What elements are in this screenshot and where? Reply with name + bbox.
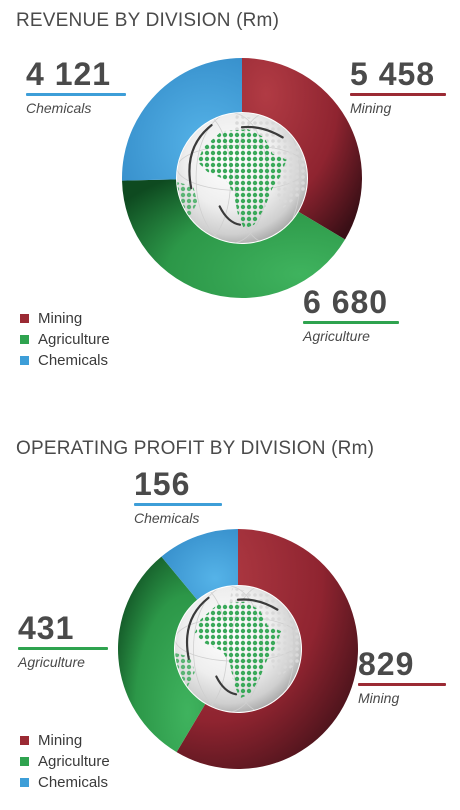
revenue-legend-agriculture: Agriculture <box>20 329 110 350</box>
profit-chart-title: OPERATING PROFIT BY DIVISION (Rm) <box>16 438 375 459</box>
revenue-legend: Mining Agriculture Chemicals <box>20 308 110 371</box>
revenue-label-chemicals: Chemicals <box>26 100 92 116</box>
legend-label-agriculture: Agriculture <box>38 331 110 348</box>
donut-slice-agriculture <box>117 556 206 753</box>
revenue-value-mining: 5 458 <box>350 56 436 92</box>
legend-label-agriculture: Agriculture <box>38 753 110 770</box>
donut-slice-agriculture <box>122 179 346 299</box>
arrow-left-icon <box>185 596 210 660</box>
profit-legend-chemicals: Chemicals <box>20 772 110 793</box>
revenue-callout-mining: 5 458 Mining <box>350 56 446 116</box>
profit-underline-agriculture <box>18 647 108 650</box>
revenue-legend-mining: Mining <box>20 308 110 329</box>
revenue-value-chemicals: 4 121 <box>26 56 112 92</box>
revenue-underline-agriculture <box>303 321 399 324</box>
profit-label-chemicals: Chemicals <box>134 510 200 526</box>
arrow-top-icon <box>236 598 279 611</box>
profit-callout-agriculture: 431 Agriculture <box>18 610 108 670</box>
profit-legend-agriculture: Agriculture <box>20 751 110 772</box>
legend-label-mining: Mining <box>38 732 83 749</box>
revenue-donut <box>122 58 363 299</box>
profit-legend-mining: Mining <box>20 730 110 751</box>
legend-swatch-mining <box>20 314 29 324</box>
profit-callout-mining: 829 Mining <box>358 646 446 706</box>
profit-panel: OPERATING PROFIT BY DIVISION (Rm) 156 Ch… <box>0 400 460 810</box>
profit-label-agriculture: Agriculture <box>18 654 85 670</box>
donut-slice-mining <box>176 529 359 769</box>
legend-label-chemicals: Chemicals <box>38 774 109 791</box>
revenue-underline-mining <box>350 93 446 96</box>
arrow-bottom-icon <box>215 675 238 696</box>
legend-swatch-agriculture <box>20 757 29 767</box>
legend-swatch-chemicals <box>20 356 29 366</box>
profit-callout-chemicals: 156 Chemicals <box>134 466 222 526</box>
revenue-value-agriculture: 6 680 <box>303 284 389 320</box>
legend-swatch-mining <box>20 736 29 746</box>
revenue-label-mining: Mining <box>350 100 392 116</box>
arrow-top-icon <box>240 125 284 139</box>
legend-swatch-chemicals <box>20 778 29 788</box>
profit-value-chemicals: 156 <box>134 466 191 502</box>
legend-label-chemicals: Chemicals <box>38 352 109 369</box>
revenue-underline-chemicals <box>26 93 126 96</box>
profit-value-agriculture: 431 <box>18 610 75 646</box>
legend-label-mining: Mining <box>38 310 83 327</box>
africa-map-dots <box>197 129 287 229</box>
donut-slice-mining <box>242 58 363 240</box>
profit-value-mining: 829 <box>358 646 415 682</box>
africa-globe-icon <box>175 586 301 712</box>
arrow-bottom-icon <box>218 205 242 226</box>
africa-map-dots <box>194 601 282 699</box>
profit-donut <box>117 529 359 769</box>
profit-label-mining: Mining <box>358 690 400 706</box>
revenue-callout-agriculture: 6 680 Agriculture <box>303 284 399 344</box>
donut-slice-chemicals <box>122 58 242 181</box>
profit-legend: Mining Agriculture Chemicals <box>20 730 110 793</box>
arrow-left-icon <box>188 124 213 190</box>
profit-underline-mining <box>358 683 446 686</box>
revenue-label-agriculture: Agriculture <box>303 328 370 344</box>
profit-underline-chemicals <box>134 503 222 506</box>
revenue-legend-chemicals: Chemicals <box>20 350 110 371</box>
revenue-callout-chemicals: 4 121 Chemicals <box>26 56 126 116</box>
revenue-chart-title: REVENUE BY DIVISION (Rm) <box>16 10 280 31</box>
revenue-panel: REVENUE BY DIVISION (Rm) 4 121 Chemicals… <box>0 0 460 400</box>
africa-globe-icon <box>177 113 307 243</box>
legend-swatch-agriculture <box>20 335 29 345</box>
donut-slice-chemicals <box>161 529 238 600</box>
